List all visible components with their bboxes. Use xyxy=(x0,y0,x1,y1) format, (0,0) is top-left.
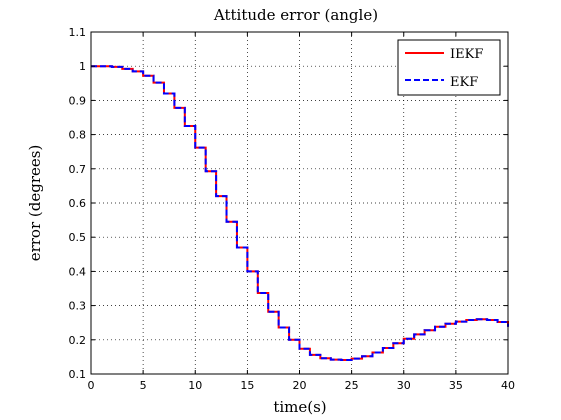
y-axis-label: error (degrees) xyxy=(26,145,44,262)
series-line-iekf xyxy=(91,65,509,361)
y-tick-label: 0.4 xyxy=(69,265,87,278)
x-tick-label: 35 xyxy=(449,379,463,392)
x-tick-label: 25 xyxy=(345,379,359,392)
x-tick-label: 5 xyxy=(140,379,147,392)
y-tick-label: 0.9 xyxy=(69,94,87,107)
y-tick-label: 0.1 xyxy=(69,368,87,381)
y-tick-label: 1.1 xyxy=(69,26,87,39)
x-tick-label: 0 xyxy=(88,379,95,392)
series-layer xyxy=(91,65,509,361)
x-tick-label: 30 xyxy=(397,379,411,392)
x-tick-label: 10 xyxy=(188,379,202,392)
legend-label-ekf: EKF xyxy=(450,75,478,90)
chart-title: Attitude error (angle) xyxy=(213,6,378,24)
series-line-ekf xyxy=(91,65,509,361)
y-tick-label: 0.6 xyxy=(69,197,87,210)
y-tick-label: 0.7 xyxy=(69,163,87,176)
x-tick-label: 40 xyxy=(501,379,515,392)
legend-box xyxy=(397,39,501,96)
y-tick-label: 1 xyxy=(79,60,86,73)
x-tick-label: 20 xyxy=(293,379,307,392)
y-tick-label: 0.8 xyxy=(69,129,87,142)
y-tick-label: 0.5 xyxy=(69,231,87,244)
grid xyxy=(91,32,508,374)
legend-label-iekf: IEKF xyxy=(450,47,483,62)
x-axis-label: time(s) xyxy=(273,398,326,416)
y-tick-label: 0.3 xyxy=(69,300,87,313)
x-tick-label: 15 xyxy=(240,379,254,392)
y-tick-label: 0.2 xyxy=(69,334,87,347)
ticks xyxy=(90,31,509,375)
tick-labels: 0 5 10 15 20 25 30 35 40 0.1 0.2 0.3 0.4 0.5 0.6 0.7 0.8… xyxy=(69,26,516,392)
legend: IEKF EKF xyxy=(397,39,501,96)
